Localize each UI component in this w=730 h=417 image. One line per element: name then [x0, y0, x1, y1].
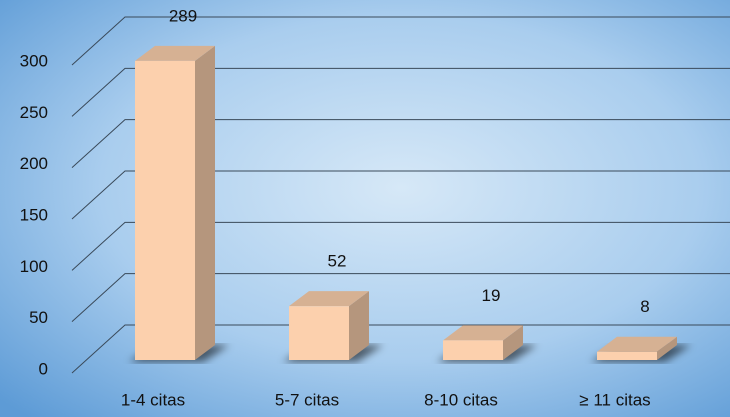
grid-line: [71, 67, 730, 117]
y-tick-label: 0: [39, 359, 48, 378]
grid-line: [71, 273, 730, 323]
data-label: 19: [482, 286, 501, 305]
bar-side: [503, 325, 523, 360]
y-tick-label: 250: [20, 103, 48, 122]
x-tick-label: 5-7 citas: [275, 390, 339, 409]
y-tick-label: 300: [20, 51, 48, 70]
x-tick-label: 8-10 citas: [424, 390, 498, 409]
bar: [289, 306, 349, 360]
data-label: 289: [169, 6, 197, 25]
y-tick-label: 200: [20, 154, 48, 173]
grid-line: [71, 119, 730, 169]
bar-top: [597, 336, 677, 352]
bar: [597, 351, 657, 360]
bar: [443, 340, 503, 360]
bar-top: [135, 45, 215, 61]
x-tick-label: ≥ 11 citas: [579, 390, 650, 409]
bar-side: [657, 336, 677, 360]
grid-line: [71, 221, 730, 271]
grid-line: [71, 170, 730, 220]
y-tick-label: 150: [20, 205, 48, 224]
x-tick-label: 1-4 citas: [121, 390, 185, 409]
bar: [135, 60, 195, 360]
data-label: 8: [640, 297, 649, 316]
bar-top: [443, 325, 523, 341]
y-tick-label: 100: [20, 257, 48, 276]
y-tick-label: 50: [29, 308, 48, 327]
bar-side: [195, 45, 215, 360]
bar-top: [289, 291, 369, 307]
data-label: 52: [328, 252, 347, 271]
bar-side: [349, 291, 369, 360]
grid-line: [71, 324, 730, 374]
grid-line: [71, 16, 730, 66]
